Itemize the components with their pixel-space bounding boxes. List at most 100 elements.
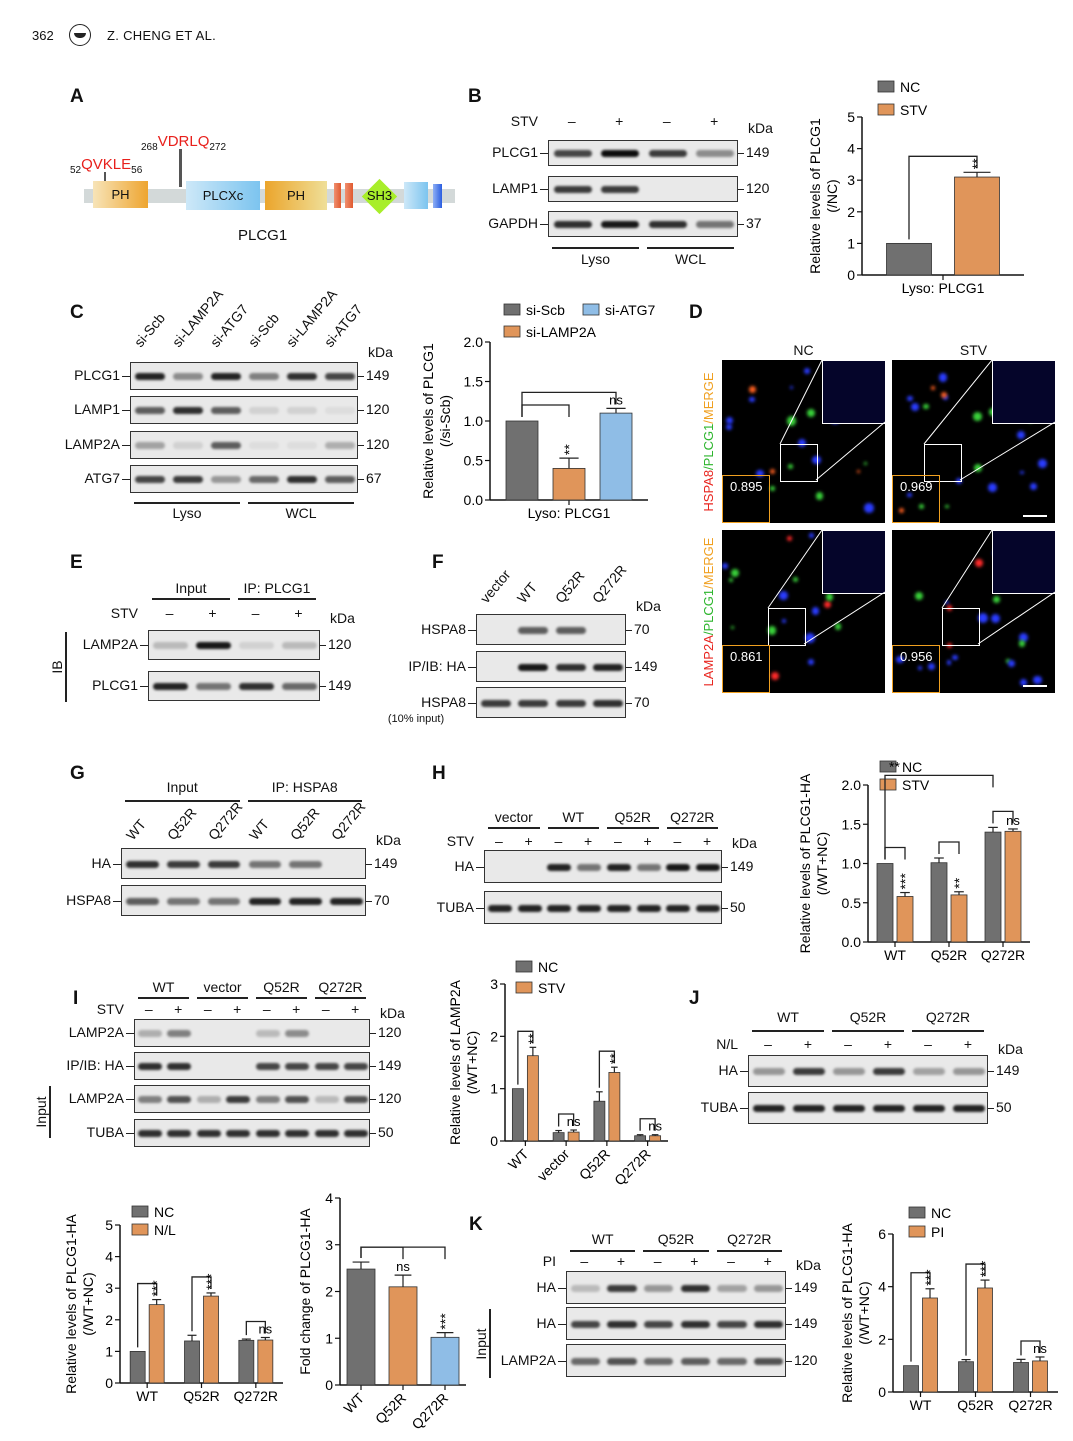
treatment-sign: – bbox=[494, 833, 503, 849]
significance-bracket bbox=[884, 774, 994, 860]
cell-signal bbox=[729, 577, 734, 582]
protein-band bbox=[666, 863, 691, 871]
legend-label: STV bbox=[538, 980, 566, 996]
kda-tick bbox=[320, 686, 326, 687]
cell-signal bbox=[977, 613, 988, 623]
zoom-guide-line bbox=[977, 591, 1055, 645]
cell-signal bbox=[946, 660, 952, 665]
zoom-region-box bbox=[780, 444, 818, 482]
significance-label: ** bbox=[951, 877, 967, 888]
cell-signal bbox=[1030, 483, 1037, 491]
blot-row-label: HSPA8 bbox=[421, 693, 466, 710]
molecular-weight-label: 149 bbox=[378, 1057, 402, 1073]
cell-signal bbox=[731, 569, 740, 577]
kda-tick bbox=[370, 1133, 376, 1134]
cell-signal bbox=[941, 391, 948, 398]
significance-bracket bbox=[360, 1246, 446, 1260]
protein-band bbox=[248, 407, 280, 414]
protein-band bbox=[487, 904, 512, 912]
protein-band bbox=[754, 1284, 784, 1292]
protein-band bbox=[913, 1068, 945, 1075]
protein-band bbox=[153, 642, 188, 649]
value-box bbox=[892, 645, 940, 693]
protein-band bbox=[126, 860, 159, 868]
protein-band bbox=[126, 897, 159, 905]
zoom-inset bbox=[992, 360, 1055, 424]
blot-row-label: TUBA bbox=[86, 1124, 124, 1140]
lane-group-label: Q272R bbox=[670, 809, 715, 825]
kda-tick bbox=[738, 189, 744, 190]
protein-band bbox=[167, 1130, 192, 1137]
blot-row-lamp2a bbox=[134, 1019, 370, 1047]
y-axis-label: (/si-Scb) bbox=[437, 395, 453, 447]
protein-band bbox=[680, 1320, 710, 1328]
molecular-weight-label: 149 bbox=[328, 677, 352, 693]
legend-swatch bbox=[877, 103, 895, 116]
blot-row-label: HA bbox=[91, 854, 111, 871]
cell-signal bbox=[915, 591, 924, 600]
significance-label: *** bbox=[897, 873, 913, 890]
protein-band bbox=[314, 1130, 339, 1137]
row-label-tick bbox=[540, 189, 548, 190]
kda-header: kDa bbox=[376, 832, 401, 848]
lane-group-line bbox=[248, 502, 354, 504]
cell-signal bbox=[767, 626, 777, 635]
molecular-weight-label: 67 bbox=[366, 470, 382, 486]
x-category-label: WT bbox=[136, 1388, 158, 1404]
protein-band bbox=[873, 1105, 905, 1112]
significance-bracket bbox=[938, 841, 960, 855]
protein-band bbox=[518, 663, 549, 671]
motif2-sequence: VDRLQ bbox=[157, 133, 210, 150]
blot-row-label: HSPA8 bbox=[421, 620, 466, 637]
protein-band bbox=[255, 1030, 280, 1037]
protein-band bbox=[793, 1068, 825, 1075]
treatment-sign: – bbox=[554, 833, 563, 849]
protein-band bbox=[518, 626, 549, 634]
row-label-tick bbox=[468, 629, 476, 631]
kda-tick bbox=[358, 479, 364, 480]
domain-ph-1: PH bbox=[93, 181, 148, 208]
treatment-sign: – bbox=[262, 1001, 271, 1017]
micrograph-column-title: NC bbox=[793, 342, 814, 358]
motif2-start: 268 bbox=[141, 142, 158, 153]
treatment-sign: – bbox=[653, 1253, 662, 1269]
zoom-region-box bbox=[768, 608, 806, 646]
protein-band bbox=[330, 897, 363, 905]
bar bbox=[238, 1339, 255, 1384]
y-tick-label: 3 bbox=[105, 1280, 113, 1296]
bar bbox=[950, 894, 968, 943]
y-tick-label: 2.0 bbox=[842, 777, 862, 793]
protein-band bbox=[648, 150, 687, 157]
cell-signal bbox=[823, 600, 832, 609]
row-label-tick bbox=[740, 1108, 748, 1109]
protein-band bbox=[166, 860, 200, 868]
domain-ph-2: PH bbox=[265, 181, 327, 210]
protein-band bbox=[606, 863, 631, 871]
value-box bbox=[722, 645, 770, 693]
bar bbox=[649, 1135, 662, 1142]
kda-tick bbox=[370, 1099, 376, 1100]
y-axis-label: Relative levels of PLCG1 bbox=[807, 118, 823, 274]
protein-band bbox=[636, 904, 661, 912]
cell-signal bbox=[797, 438, 807, 447]
significance-bracket bbox=[360, 1246, 404, 1260]
blot-row-tuba bbox=[134, 1119, 370, 1147]
kda-header: kDa bbox=[748, 120, 773, 136]
blot-row-ha bbox=[484, 850, 722, 883]
legend-label: si-Scb bbox=[526, 302, 565, 318]
molecular-weight-label: 149 bbox=[746, 144, 770, 160]
y-axis-label: Relative levels of LAMP2A bbox=[447, 979, 463, 1145]
cell-signal bbox=[1033, 675, 1042, 685]
lane-group-line bbox=[256, 997, 307, 999]
protein-band bbox=[314, 1096, 339, 1103]
significance-label: ns bbox=[258, 1321, 272, 1336]
y-tick-label: 3 bbox=[490, 976, 498, 992]
cell-signal bbox=[923, 403, 929, 410]
cell-signal bbox=[771, 671, 780, 680]
y-tick-label: 3 bbox=[325, 1237, 333, 1253]
blot-row-plcg1 bbox=[548, 140, 738, 166]
cell-signal bbox=[1018, 640, 1026, 647]
lane-group-label: vector bbox=[203, 979, 242, 995]
motif1-marker bbox=[104, 172, 106, 184]
lane-group-line bbox=[832, 1030, 904, 1032]
